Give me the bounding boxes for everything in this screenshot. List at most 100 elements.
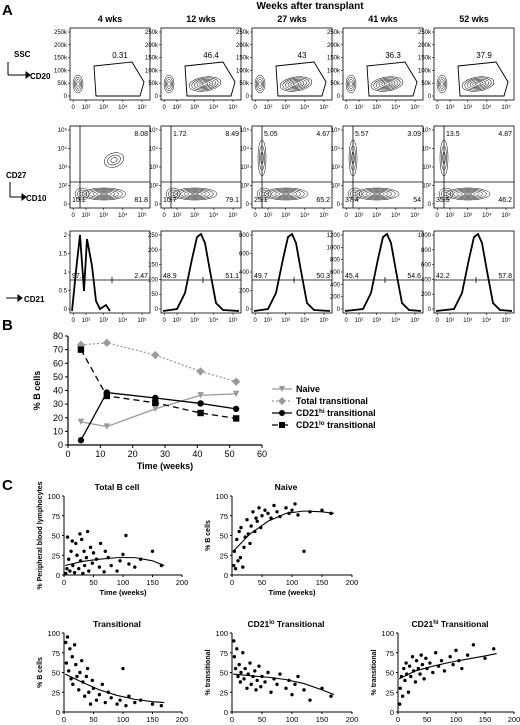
r1-pop-neg-3-ring-0: [345, 74, 357, 94]
r2c4-xtick-0: 0: [436, 213, 440, 219]
b-legend-label-3-base: CD21: [296, 420, 319, 430]
c-point-2-8: [72, 643, 77, 647]
r3c4-xtick-2: 10³: [463, 318, 472, 324]
r2c2-ytick-0: 10⁵: [240, 127, 250, 134]
r3c3-ytick-0: 1200: [327, 233, 341, 239]
r2-pop-4-ring-2: [453, 189, 483, 199]
column-title-1: 12 wks: [186, 14, 216, 24]
r1c0-xtick-3: 10⁴: [118, 104, 128, 111]
c-point-1-14: [249, 524, 253, 528]
quadrant-ll-4: 35.5: [436, 197, 450, 204]
c-xtick-2-2: 100: [117, 715, 130, 724]
r1-pop-neg-3-ring-2: [348, 79, 354, 89]
c-ytick-2-4: 100: [47, 629, 60, 638]
b-series-2: [77, 389, 240, 444]
c-title-2-base: Transitional: [93, 619, 141, 629]
r2c4-ytick-4: 0: [428, 202, 432, 208]
c-point-4-24: [434, 651, 438, 655]
r1c1-xtick-4: 10⁵: [228, 104, 238, 111]
r1c3-xtick-2: 10³: [372, 105, 381, 111]
quadrant-ll-1: 10.7: [163, 197, 177, 204]
c-xtick-3-2: 100: [286, 715, 299, 724]
r2-pop-left-4-ring-0: [438, 187, 454, 201]
r1c0-xtick-4: 10⁵: [137, 104, 147, 111]
r1-pop-neg-4-ring-0: [436, 74, 448, 94]
r1c2-ytick-2: 150k: [236, 56, 250, 62]
c-point-4-9: [407, 664, 412, 668]
c-point-0-34: [124, 533, 128, 538]
r1c0-ytick-5: 0: [64, 94, 68, 100]
r1c4-xtick-4: 10⁵: [501, 104, 511, 111]
c-point-0-25: [97, 565, 102, 569]
c-point-4-1: [398, 686, 403, 690]
r3c2-xtick-2: 10³: [281, 318, 290, 324]
cd27-cd10-frame-0: [69, 125, 151, 209]
b-ytick-1: 10: [53, 426, 63, 436]
r2-pop-left-0-ring-0: [74, 187, 90, 201]
r1-pop-pos-2-ring-3: [287, 80, 305, 88]
c-xtick-4-0: 0: [396, 715, 400, 724]
c-point-3-0: [232, 639, 236, 643]
c-point-1-21: [260, 514, 264, 518]
c-point-3-20: [259, 685, 263, 689]
r2-pop-1-ring-0: [172, 187, 218, 201]
c-xtick-4-1: 50: [423, 715, 431, 724]
c-point-2-35: [150, 702, 155, 706]
r2-pop-upper-0-ring-2: [110, 157, 118, 163]
r2-pop-cd27-2-ring-0: [257, 139, 267, 177]
r1c3-xtick-0: 0: [345, 105, 349, 111]
c-fit-curve-4: [398, 653, 497, 680]
c-xtick-1-3: 150: [316, 578, 329, 587]
r1-pop-pos-1-ring-4: [199, 81, 211, 87]
b-legend-label-1: Total transitional: [296, 396, 368, 406]
r3c4-ytick-4: 200: [421, 292, 432, 298]
r2-pop-4-ring-4: [460, 191, 476, 197]
r1-pop-neg-1-ring-0: [163, 74, 175, 94]
r3c0-ytick-1: 1.5: [59, 252, 68, 258]
r2c0-ytick-4: 0: [64, 202, 68, 208]
c-point-0-20: [87, 569, 91, 573]
c-point-1-19: [257, 506, 261, 510]
r2-pop-0-ring-4: [96, 191, 112, 197]
r1c3-xtick-4: 10⁵: [410, 104, 420, 111]
r3c1-ytick-0: 250: [148, 233, 159, 239]
r1-pop-pos-4-ring-4: [472, 81, 484, 87]
ssc-cd20-frame-1: [160, 27, 242, 101]
c-point-2-10: [75, 674, 79, 679]
b-ytick-6: 60: [53, 358, 63, 368]
c-xtick-0-2: 100: [117, 578, 130, 587]
r2c3-ytick-4: 0: [337, 202, 341, 208]
cd21-hist-frame-4: [433, 230, 515, 314]
c-point-4-23: [431, 670, 435, 675]
c-point-4-22: [428, 661, 432, 665]
c-point-4-28: [448, 655, 452, 659]
r1c0-xtick-1: 10²: [82, 105, 91, 111]
r1-pop-pos-1-ring-5: [202, 82, 208, 86]
r2c3-xtick-4: 10⁵: [410, 212, 420, 219]
row3-x-label: CD21: [24, 295, 45, 304]
r2c2-xtick-0: 0: [254, 213, 258, 219]
c-xtick-3-1: 50: [258, 715, 266, 724]
c-ytick-0-2: 50: [52, 532, 60, 541]
quadrant-lr-0: 81.8: [134, 197, 148, 204]
c-point-1-22: [263, 508, 267, 512]
r1-pop-pos-3-ring-4: [381, 81, 393, 87]
b-point-1-4: [231, 377, 241, 386]
column-title-4: 52 wks: [459, 14, 489, 24]
r3c3-xtick-4: 10⁵: [410, 317, 420, 324]
c-xtick-2-0: 0: [62, 715, 66, 724]
r2-pop-cd27-3-ring-2: [351, 151, 355, 165]
c-point-2-6: [70, 655, 74, 659]
r2c4-ytick-1: 10⁴: [422, 146, 432, 153]
r2-pop-left-1-ring-1: [168, 189, 178, 199]
cd27-cd10-frame-1: [160, 125, 242, 209]
c-ytick-0-0: 0: [56, 571, 60, 580]
b-series-3: [77, 346, 240, 422]
r1c0-ytick-0: 250k: [54, 30, 68, 36]
r2c3-ytick-1: 10⁴: [331, 146, 341, 153]
column-title-0: 4 wks: [98, 14, 123, 24]
b-series-1: [76, 338, 241, 386]
b-ytick-5: 50: [53, 372, 63, 382]
